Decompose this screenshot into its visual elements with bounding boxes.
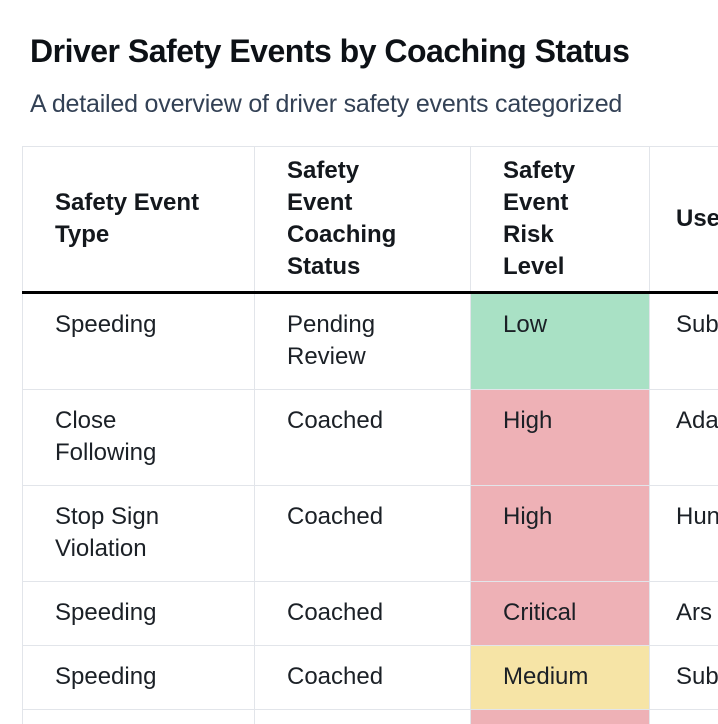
cell-user: Sub (649, 645, 718, 710)
risk-level-badge: High (470, 485, 650, 582)
table-row[interactable]: Stop Sign Violation Coached High Hun (22, 485, 718, 582)
cell-user (649, 709, 718, 724)
cell-coaching-status: Pending Review (254, 292, 471, 390)
cell-coaching-status: Coached (254, 645, 471, 710)
risk-level-badge (470, 709, 650, 724)
col-header-user: User (649, 146, 718, 294)
table-row[interactable] (22, 709, 718, 724)
cell-coaching-status: Coached (254, 389, 471, 486)
cell-event-type: Speeding (22, 645, 255, 710)
cell-event-type: Close Following (22, 389, 255, 486)
table-row[interactable]: Speeding Coached Critical Ars (22, 581, 718, 646)
cell-user: Ars (649, 581, 718, 646)
page-subtitle: A detailed overview of driver safety eve… (30, 90, 623, 118)
risk-level-badge: Low (470, 292, 650, 390)
cell-user: Sub (649, 292, 718, 390)
cell-user: Hun (649, 485, 718, 582)
page-title: Driver Safety Events by Coaching Status (30, 33, 630, 69)
cell-event-type (22, 709, 255, 724)
table-body: Speeding Pending Review Low Sub Close Fo… (22, 292, 718, 724)
cell-event-type: Speeding (22, 292, 255, 390)
cell-user: Ada (649, 389, 718, 486)
cell-coaching-status: Coached (254, 485, 471, 582)
table-row[interactable]: Speeding Pending Review Low Sub (22, 292, 718, 390)
safety-events-table: Safety Event Type Safety Event Coaching … (22, 146, 718, 724)
col-header-risk-level: Safety Event Risk Level (470, 146, 650, 294)
safety-events-table-wrap: Safety Event Type Safety Event Coaching … (22, 146, 718, 724)
risk-level-badge: Medium (470, 645, 650, 710)
risk-level-badge: Critical (470, 581, 650, 646)
cell-coaching-status (254, 709, 471, 724)
col-header-safety-event-type: Safety Event Type (22, 146, 255, 294)
table-row[interactable]: Speeding Coached Medium Sub (22, 645, 718, 710)
col-header-coaching-status: Safety Event Coaching Status (254, 146, 471, 294)
header-row: Safety Event Type Safety Event Coaching … (22, 146, 718, 294)
cell-event-type: Speeding (22, 581, 255, 646)
risk-level-badge: High (470, 389, 650, 486)
cell-event-type: Stop Sign Violation (22, 485, 255, 582)
table-row[interactable]: Close Following Coached High Ada (22, 389, 718, 486)
cell-coaching-status: Coached (254, 581, 471, 646)
